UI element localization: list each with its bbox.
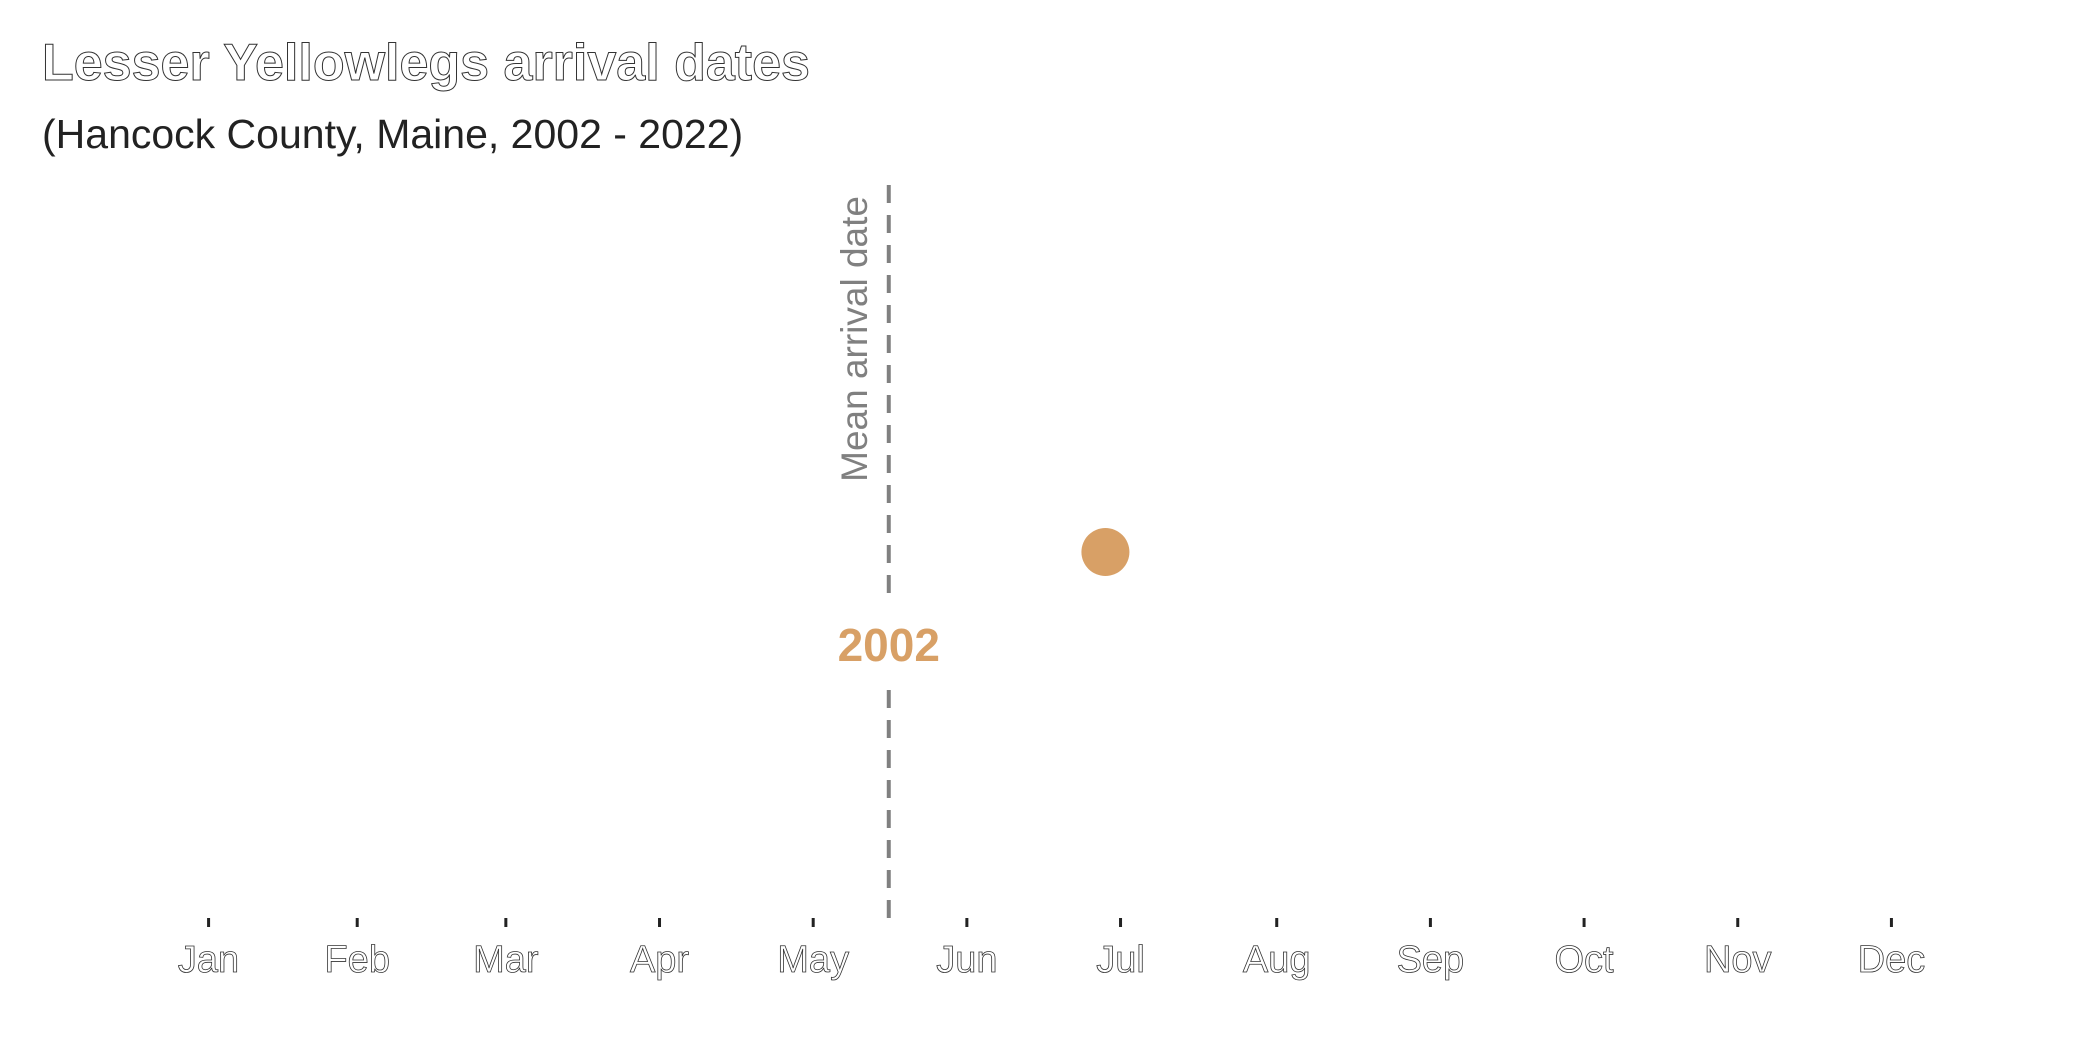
x-tick-label-oct: Oct	[1555, 939, 1615, 981]
chart-title: Lesser Yellowlegs arrival dates	[42, 34, 810, 92]
current-year-label: 2002	[838, 619, 940, 671]
x-tick-label-aug: Aug	[1243, 939, 1311, 981]
mean-arrival-group: Mean arrival date 2002	[834, 185, 940, 927]
x-tick-label-dec: Dec	[1858, 939, 1926, 981]
x-tick-label-sep: Sep	[1397, 939, 1465, 981]
x-tick-label-jun: Jun	[936, 939, 997, 981]
x-tick-label-mar: Mar	[473, 939, 539, 981]
data-point-2002	[1081, 528, 1130, 576]
x-tick-label-nov: Nov	[1704, 939, 1772, 981]
mean-line-label: Mean arrival date	[834, 196, 875, 482]
data-points	[1081, 528, 1130, 576]
x-axis: Jan Feb Mar Apr May Jun Jul Aug Sep Oct Nov Dec	[178, 918, 1926, 981]
x-tick-label-may: May	[777, 939, 849, 981]
x-tick-label-jul: Jul	[1096, 939, 1145, 981]
x-tick-label-jan: Jan	[178, 939, 239, 981]
x-tick-label-feb: Feb	[324, 939, 389, 981]
x-tick-label-apr: Apr	[630, 939, 689, 981]
chart-subtitle: (Hancock County, Maine, 2002 - 2022)	[42, 111, 743, 157]
